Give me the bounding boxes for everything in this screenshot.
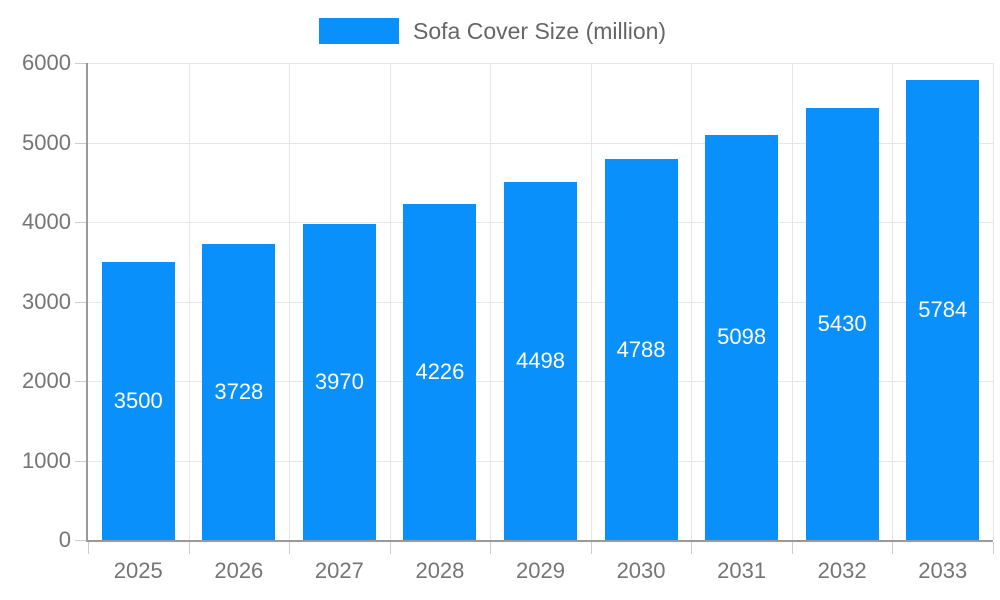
- v-gridline: [590, 63, 592, 540]
- plot-border-right: [993, 63, 994, 540]
- y-axis-line: [86, 63, 88, 542]
- x-axis-tick: [188, 542, 190, 554]
- x-axis-tick-label: 2029: [516, 558, 565, 583]
- bar-value-label: 3500: [113, 387, 163, 413]
- bar[interactable]: 4788: [604, 159, 678, 540]
- legend-swatch-icon: [319, 18, 399, 44]
- plot-border-top: [88, 63, 993, 64]
- x-axis-tick-label: 2028: [415, 558, 465, 583]
- bar-value-label: 5784: [918, 297, 968, 323]
- x-axis-tick: [490, 542, 492, 554]
- bar[interactable]: 3728: [202, 243, 276, 540]
- bar-value-label: 4788: [616, 336, 666, 362]
- v-gridline: [188, 63, 190, 540]
- v-gridline: [691, 63, 693, 540]
- h-gridline: [88, 142, 993, 144]
- x-axis-tick-label: 2025: [113, 558, 163, 583]
- bar[interactable]: 3970: [302, 224, 376, 540]
- legend-label: Sofa Cover Size (million): [413, 18, 667, 44]
- x-axis-tick: [88, 542, 89, 554]
- x-axis-tick: [289, 542, 291, 554]
- y-axis-tick: [75, 222, 88, 223]
- bar-value-label: 4498: [516, 348, 565, 374]
- bar-value-label: 5430: [817, 311, 867, 337]
- y-axis-tick-label: 0: [58, 527, 71, 552]
- legend-item[interactable]: Sofa Cover Size (million): [319, 18, 666, 44]
- bar[interactable]: 5430: [805, 108, 879, 540]
- v-gridline: [490, 63, 492, 540]
- y-axis-tick-label: 5000: [22, 129, 71, 155]
- x-axis-tick: [791, 542, 793, 554]
- y-axis-tick-label: 4000: [22, 209, 71, 234]
- y-axis-tick: [75, 540, 88, 541]
- plot-area: 3500 3728 3970 4226 4498 4788 5098 5430 5784: [88, 63, 993, 540]
- y-axis-tick: [75, 63, 88, 64]
- bar[interactable]: 4226: [403, 204, 477, 540]
- bar-value-label: 3728: [214, 378, 264, 404]
- x-axis-tick-label: 2027: [314, 558, 364, 583]
- x-axis-tick: [389, 542, 391, 554]
- y-axis-tick: [75, 381, 88, 382]
- v-gridline: [791, 63, 793, 540]
- bar[interactable]: 5098: [705, 134, 779, 540]
- y-axis-tick-label: 3000: [22, 288, 71, 314]
- v-gridline: [892, 63, 894, 540]
- x-axis-tick: [892, 542, 894, 554]
- x-axis-tick-label: 2032: [817, 558, 867, 583]
- bar-value-label: 3970: [314, 369, 364, 395]
- x-axis-tick-label: 2031: [717, 558, 767, 583]
- x-axis-tick: [993, 542, 994, 554]
- bar[interactable]: 5784: [906, 80, 980, 540]
- x-axis-tick-label: 2026: [214, 558, 264, 583]
- x-axis-line: [86, 540, 993, 542]
- v-gridline: [389, 63, 391, 540]
- y-axis-tick: [75, 142, 88, 144]
- y-axis-tick: [75, 460, 88, 462]
- bar-value-label: 5098: [717, 324, 767, 350]
- x-axis-tick: [691, 542, 693, 554]
- bar-value-label: 4226: [415, 359, 465, 385]
- y-axis-tick-label: 6000: [22, 50, 71, 75]
- x-axis-tick-label: 2030: [616, 558, 666, 583]
- x-axis-tick: [590, 542, 592, 554]
- v-gridline: [289, 63, 291, 540]
- y-axis-tick-label: 1000: [22, 447, 71, 473]
- bar[interactable]: 3500: [101, 261, 175, 540]
- bar[interactable]: 4498: [504, 182, 577, 540]
- y-axis-tick: [75, 301, 88, 303]
- y-axis-tick-label: 2000: [22, 368, 71, 393]
- x-axis-tick-label: 2033: [918, 558, 968, 583]
